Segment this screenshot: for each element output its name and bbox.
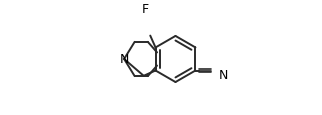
Text: N: N	[219, 68, 228, 81]
Text: F: F	[142, 3, 149, 16]
Text: N: N	[119, 53, 129, 66]
